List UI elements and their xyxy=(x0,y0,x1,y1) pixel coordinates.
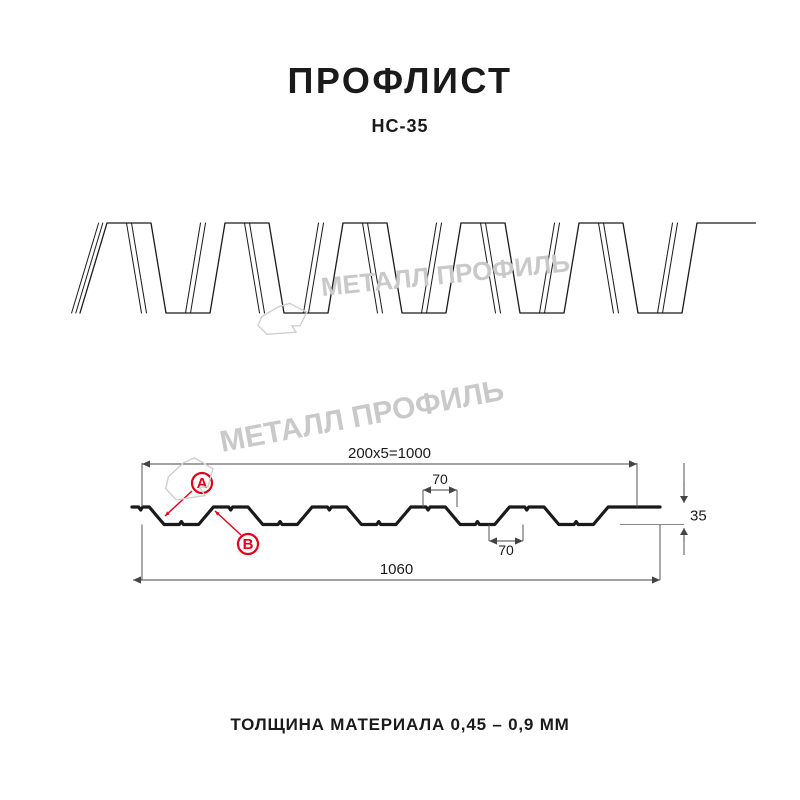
svg-text:70: 70 xyxy=(498,542,514,558)
svg-text:1060: 1060 xyxy=(380,561,413,578)
svg-text:МЕТАЛЛ ПРОФИЛЬ: МЕТАЛЛ ПРОФИЛЬ xyxy=(320,247,572,302)
svg-text:70: 70 xyxy=(432,471,448,487)
svg-text:A: A xyxy=(197,475,208,492)
svg-text:B: B xyxy=(243,536,254,553)
svg-text:35: 35 xyxy=(690,508,707,525)
svg-text:200x5=1000: 200x5=1000 xyxy=(348,445,431,462)
